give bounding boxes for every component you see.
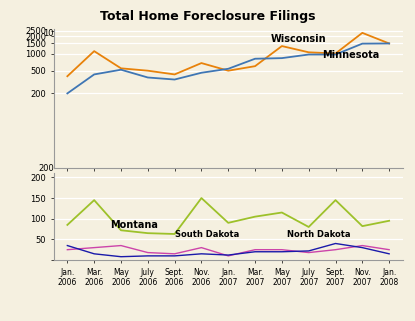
Text: North Dakota: North Dakota xyxy=(287,230,351,239)
Text: Minnesota: Minnesota xyxy=(322,49,379,59)
Text: Wisconsin: Wisconsin xyxy=(271,34,327,44)
Text: 10: 10 xyxy=(44,29,54,38)
Text: Total Home Foreclosure Filings: Total Home Foreclosure Filings xyxy=(100,10,315,22)
Text: Montana: Montana xyxy=(110,220,158,230)
Text: 200: 200 xyxy=(38,164,54,173)
Text: South Dakota: South Dakota xyxy=(175,230,239,239)
